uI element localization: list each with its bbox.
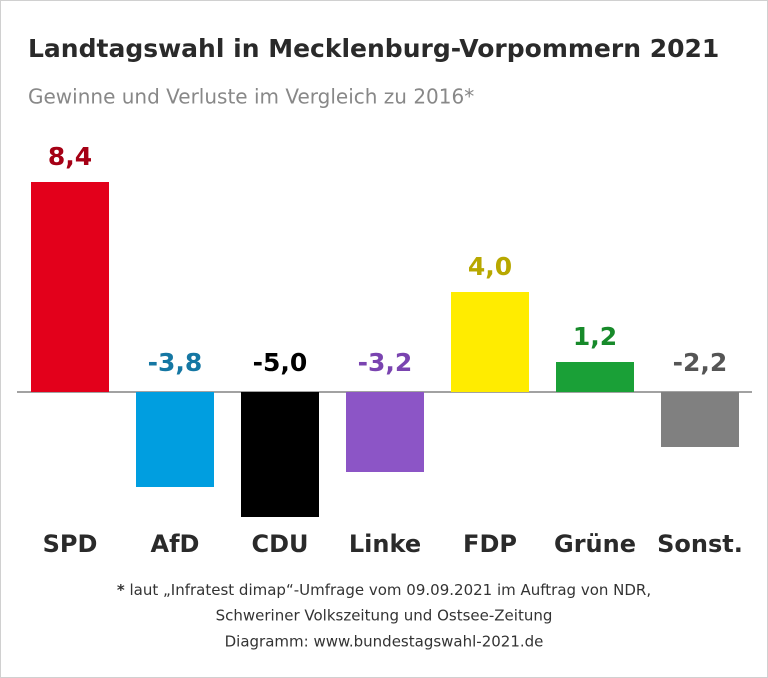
value-label: 4,0 [468,252,512,281]
x-tick-label: Sonst. [657,530,743,558]
value-label: 8,4 [48,142,92,171]
value-label: 1,2 [573,322,617,351]
footnote-line: Diagramm: www.bundestagswahl-2021.de [225,633,544,651]
value-label: -3,8 [148,348,203,377]
bar [451,292,529,392]
x-tick-label: CDU [251,530,308,558]
value-label: -5,0 [253,348,308,377]
bar [556,362,634,392]
x-tick-label: AfD [151,530,200,558]
x-tick-label: FDP [463,530,517,558]
x-tick-label: Linke [349,530,421,558]
bar [241,392,319,517]
footnote-line: * laut „Infratest dimap“-Umfrage vom 09.… [117,581,651,599]
chart-title: Landtagswahl in Mecklenburg-Vorpommern 2… [28,34,719,63]
chart-subtitle: Gewinne und Verluste im Vergleich zu 201… [28,85,474,109]
bar [31,182,109,392]
bar [136,392,214,487]
footnote-text: laut „Infratest dimap“-Umfrage vom 09.09… [130,581,652,599]
footnote-marker: * [117,581,125,599]
bar [346,392,424,472]
bar [661,392,739,447]
value-label: -3,2 [358,348,413,377]
value-label: -2,2 [673,348,728,377]
footnote-line: Schweriner Volkszeitung und Ostsee-Zeitu… [216,607,553,625]
x-tick-label: SPD [43,530,98,558]
x-tick-label: Grüne [554,530,636,558]
